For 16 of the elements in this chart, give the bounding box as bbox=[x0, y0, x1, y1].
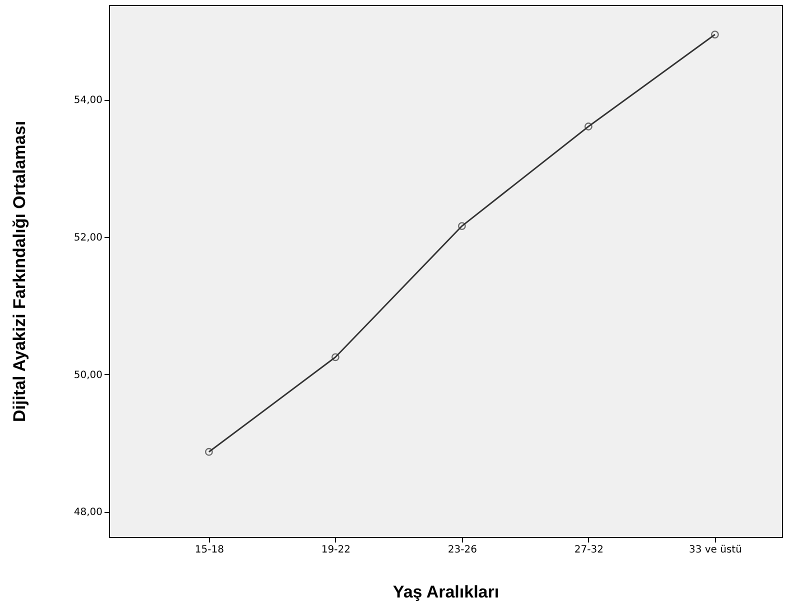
point bbox=[458, 222, 466, 230]
point bbox=[204, 448, 213, 456]
x-tick-label: 33 ve üstü bbox=[688, 544, 742, 556]
x-tick-label: 27-32 bbox=[574, 544, 604, 556]
y-tick-label: 52,00 bbox=[74, 232, 102, 244]
point bbox=[331, 353, 340, 362]
y-tick-label: 48,00 bbox=[74, 507, 102, 518]
x-tick-label: 23-26 bbox=[448, 544, 477, 556]
y-axis-title: Dijital Ayakizi Farkındalığı Ortalaması bbox=[10, 120, 29, 422]
x-tick-label: 15-18 bbox=[194, 544, 224, 556]
x-axis-title: Yaş Aralıkları bbox=[392, 582, 500, 602]
y-tick-label: 54,00 bbox=[74, 95, 102, 106]
point bbox=[584, 122, 592, 130]
x-tick-label: 19-22 bbox=[321, 544, 350, 556]
y-tick-label: 50,00 bbox=[74, 370, 102, 381]
point bbox=[711, 30, 719, 38]
